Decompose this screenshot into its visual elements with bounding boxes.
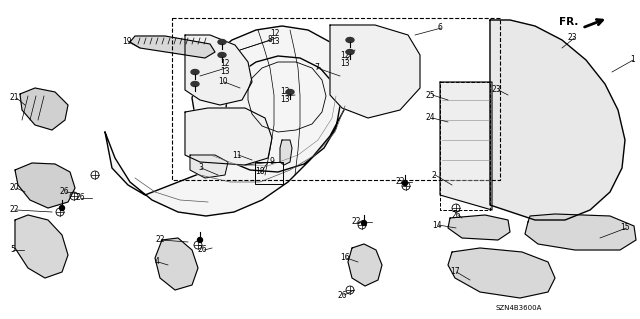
Ellipse shape	[191, 81, 199, 86]
Text: 21: 21	[10, 93, 19, 102]
Polygon shape	[185, 35, 252, 105]
Ellipse shape	[346, 49, 354, 55]
Text: 26: 26	[198, 246, 207, 255]
Polygon shape	[330, 25, 420, 118]
Text: FR.: FR.	[559, 17, 578, 27]
Polygon shape	[105, 26, 350, 216]
Polygon shape	[15, 215, 68, 278]
Text: 26: 26	[75, 194, 84, 203]
Polygon shape	[130, 36, 215, 58]
Circle shape	[403, 181, 408, 186]
Polygon shape	[155, 238, 198, 290]
Polygon shape	[190, 155, 228, 178]
Ellipse shape	[191, 70, 199, 75]
Polygon shape	[525, 214, 636, 250]
Text: 22: 22	[395, 177, 404, 187]
Text: 13: 13	[270, 38, 280, 47]
Text: 12: 12	[340, 51, 349, 61]
Text: 20: 20	[10, 183, 20, 192]
Text: 6: 6	[438, 24, 443, 33]
Polygon shape	[20, 88, 68, 130]
Text: 25: 25	[426, 91, 436, 100]
Text: 23: 23	[568, 33, 578, 42]
Text: 26: 26	[60, 188, 70, 197]
Text: 22: 22	[155, 235, 164, 244]
Bar	[260, 157, 261, 158]
Text: 3: 3	[198, 164, 203, 173]
Text: 9: 9	[270, 158, 275, 167]
Ellipse shape	[346, 38, 354, 42]
Polygon shape	[490, 20, 625, 220]
Text: 26: 26	[338, 291, 348, 300]
Text: 5: 5	[10, 246, 15, 255]
Text: 12: 12	[280, 87, 289, 97]
Text: 19: 19	[122, 38, 132, 47]
Text: 7: 7	[314, 63, 319, 72]
Text: 14: 14	[432, 220, 442, 229]
Circle shape	[198, 238, 202, 242]
Circle shape	[60, 205, 65, 211]
Text: 24: 24	[426, 114, 436, 122]
Polygon shape	[448, 215, 510, 240]
Polygon shape	[185, 108, 272, 165]
Text: 1: 1	[630, 56, 635, 64]
Text: 23: 23	[492, 85, 502, 94]
Polygon shape	[280, 140, 292, 165]
Text: 13: 13	[220, 68, 230, 77]
Text: 10: 10	[218, 78, 228, 86]
Polygon shape	[15, 163, 75, 208]
Polygon shape	[348, 244, 382, 286]
Text: 12: 12	[220, 60, 230, 69]
Text: 11: 11	[232, 151, 241, 160]
Polygon shape	[440, 82, 492, 210]
Text: 16: 16	[340, 254, 349, 263]
Text: 8: 8	[268, 35, 273, 44]
Ellipse shape	[218, 53, 226, 57]
Text: 18: 18	[255, 167, 264, 176]
Text: 12: 12	[270, 29, 280, 39]
Circle shape	[362, 220, 367, 226]
Text: 13: 13	[280, 95, 290, 105]
Text: 13: 13	[340, 60, 349, 69]
Ellipse shape	[286, 90, 294, 94]
Text: 26: 26	[452, 211, 461, 219]
Text: 17: 17	[450, 268, 460, 277]
Text: 2: 2	[432, 170, 436, 180]
Text: SZN4B3600A: SZN4B3600A	[495, 305, 541, 311]
Ellipse shape	[218, 40, 226, 44]
Text: 4: 4	[155, 257, 160, 266]
Text: 15: 15	[620, 224, 630, 233]
Text: 22: 22	[352, 218, 362, 226]
Text: 22: 22	[10, 205, 19, 214]
Bar	[255, 162, 283, 184]
Polygon shape	[448, 248, 555, 298]
